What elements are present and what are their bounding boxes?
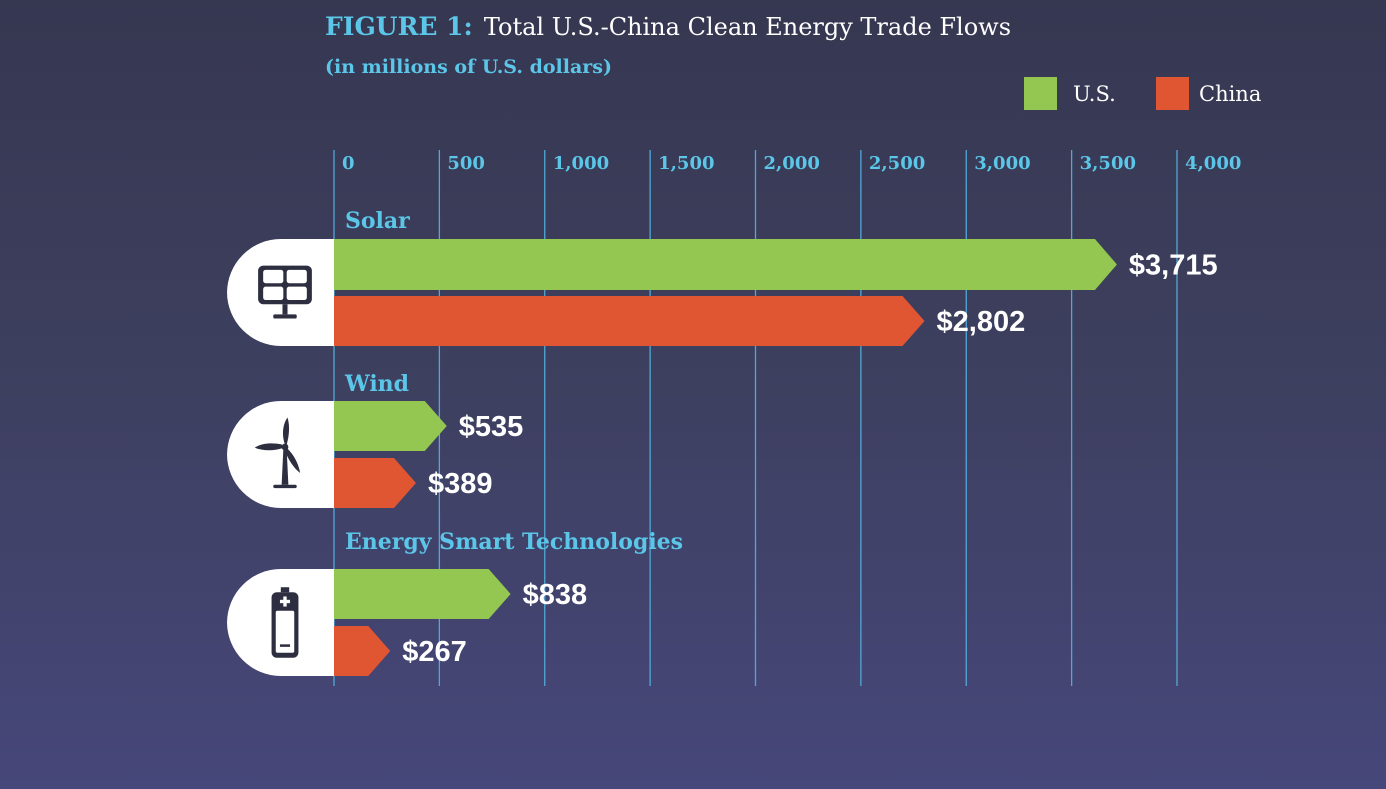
bar-energy-smart-technologies-us [334,569,511,619]
category-label: Wind [344,371,409,397]
bar-wind-china [334,458,416,508]
category-label: Energy Smart Technologies [345,529,683,555]
legend-swatch-china [1156,77,1189,110]
category-energy-smart-technologies: Energy Smart Technologies $838 $267 [227,529,683,676]
bar-solar-us [334,239,1117,290]
legend-label-us: U.S. [1073,82,1116,106]
tick-label-1500: 1,500 [658,153,714,174]
data-label-wind-us: $535 [459,411,524,443]
bar-wind-us [334,401,447,451]
bar-solar-china [334,296,925,346]
tick-label-1000: 1,000 [553,153,609,174]
chart-title: Total U.S.-China Clean Energy Trade Flow… [484,13,1011,41]
tick-label-2000: 2,000 [764,153,820,174]
category-label: Solar [345,208,410,234]
tick-labels: 0 500 1,000 1,500 2,000 2,500 3,000 3,500 4,000 [342,153,1241,174]
data-label-energy-smart-technologies-china: $267 [402,636,467,668]
legend-label-china: China [1199,82,1261,106]
tick-label-0: 0 [342,153,355,174]
tick-label-3500: 3,500 [1080,153,1136,174]
tick-label-4000: 4,000 [1185,153,1241,174]
category-wind: Wind $535 $389 [227,371,523,508]
legend: U.S. China [1024,77,1261,110]
categories: Solar $3,715 $2,802 Wind $535 $389 Energy Smar… [227,208,1218,676]
category-solar: Solar $3,715 $2,802 [227,208,1218,346]
figure-label: FIGURE 1: [325,12,473,41]
data-label-solar-china: $2,802 [937,306,1026,338]
chart-subtitle: (in millions of U.S. dollars) [325,56,612,78]
tick-label-3000: 3,000 [974,153,1030,174]
battery-icon [271,587,299,658]
data-label-energy-smart-technologies-us: $838 [523,579,588,611]
bar-energy-smart-technologies-china [334,626,391,676]
tick-label-500: 500 [447,153,485,174]
tick-label-2500: 2,500 [869,153,925,174]
svg-text:FIGURE 1: Total U.S.-China: FIGURE 1: Total U.S.-China Clean Energy … [325,12,1011,41]
data-label-solar-us: $3,715 [1129,250,1218,282]
legend-swatch-us [1024,77,1057,110]
icon-badge [227,401,334,508]
data-label-wind-china: $389 [428,468,493,500]
